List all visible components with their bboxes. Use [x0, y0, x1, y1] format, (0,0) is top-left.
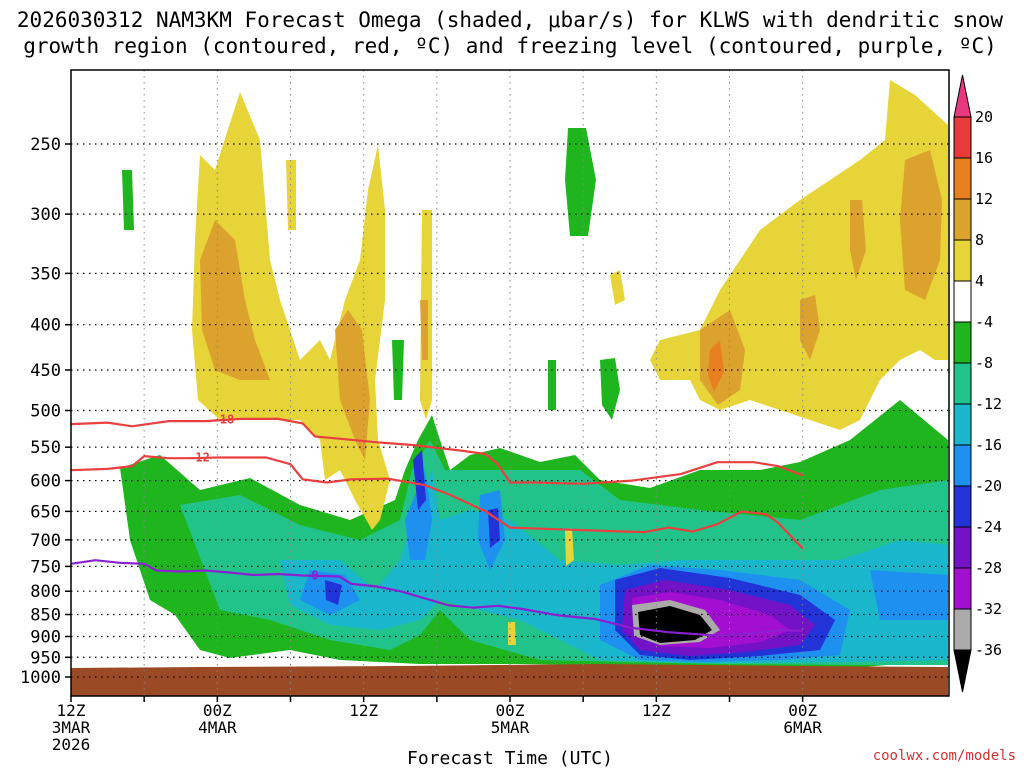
contour-lines: -18 -12 0	[71, 413, 804, 637]
colorbar-label-12: -32	[975, 600, 1002, 618]
x-tick-label-0-2: 2026	[52, 735, 91, 754]
colorbar-label-3: 8	[975, 231, 984, 249]
y-tick-label-1000: 1000	[20, 668, 61, 688]
colorbar-swatch-3	[953, 198, 972, 241]
y-tick-label-250: 250	[30, 135, 61, 155]
colorbar-label-10: -24	[975, 518, 1002, 536]
x-tick-label-60-1: 6MAR	[783, 718, 822, 737]
omega-plus4-small-cell2	[610, 270, 625, 305]
colorbar-swatch-8	[953, 403, 972, 446]
colorbar-swatch-13	[953, 608, 972, 651]
y-tick-label-650: 650	[30, 502, 61, 522]
y-tick-label-850: 850	[30, 606, 61, 626]
y-tick-label-550: 550	[30, 438, 61, 458]
dgz-minus-18	[71, 417, 804, 485]
x-tick-label-60-0: 00Z	[788, 701, 817, 720]
colorbar-swatch-12	[953, 567, 972, 610]
freezing-level-0-label: 0	[311, 569, 318, 583]
omega-plus8-region-right	[700, 150, 942, 405]
x-tick-label-36-0: 00Z	[496, 701, 525, 720]
grid-lines	[71, 70, 949, 696]
x-tick-label-0-0: 12Z	[57, 701, 86, 720]
colorbar-label-11: -28	[975, 559, 1002, 577]
x-tick-label-0-1: 3MAR	[52, 718, 91, 737]
omega-plus8-region-left	[200, 220, 428, 460]
colorbar-label-7: -12	[975, 395, 1002, 413]
colorbar-swatch-4	[953, 239, 972, 282]
omega-minus8-upper-region	[565, 128, 596, 236]
dgz-minus-18-label: -18	[213, 413, 235, 427]
y-tick-label-700: 700	[30, 531, 61, 551]
source-credit: coolwx.com/models	[873, 748, 1016, 764]
x-tick-label-12-1: 4MAR	[198, 718, 237, 737]
ground-surface	[71, 664, 948, 696]
colorbar-label-1: 16	[975, 149, 993, 167]
dgz-minus-12	[71, 454, 804, 550]
colorbar-label-6: -8	[975, 354, 993, 372]
dgz-minus-12-label: -12	[188, 450, 210, 464]
colorbar-label-0: 20	[975, 108, 993, 126]
omega-plus4-small-cell	[286, 160, 296, 230]
y-tick-label-800: 800	[30, 582, 61, 602]
omega-plus4-small-cell3	[565, 528, 574, 566]
colorbar-label-2: 12	[975, 190, 993, 208]
colorbar-label-9: -20	[975, 477, 1002, 495]
omega-shading	[71, 80, 948, 696]
y-tick-label-900: 900	[30, 627, 61, 647]
x-tick-label-24-0: 12Z	[349, 701, 378, 720]
colorbar: 20 16 12 8 4 -4 -8 -12 -16 -20 -24 -28 -32 -36	[953, 74, 1002, 693]
colorbar-swatch-6	[953, 321, 972, 364]
y-tick-label-600: 600	[30, 472, 61, 492]
x-tick-label-36-1: 5MAR	[491, 718, 530, 737]
colorbar-swatch-7	[953, 362, 972, 405]
omega-minus8-region-small	[392, 340, 404, 400]
colorbar-swatch-11	[953, 526, 972, 569]
colorbar-bottom-arrow	[953, 649, 972, 693]
x-tick-label-48-0: 12Z	[642, 701, 671, 720]
omega-minus8-cell3	[122, 170, 134, 230]
y-tick-label-500: 500	[30, 402, 61, 422]
x-axis-title: Forecast Time (UTC)	[407, 748, 613, 768]
y-tick-label-750: 750	[30, 557, 61, 577]
x-tick-label-12-0: 00Z	[203, 701, 232, 720]
y-tick-label-400: 400	[30, 316, 61, 336]
colorbar-top-arrow	[953, 74, 972, 118]
omega-plus4-region-left	[192, 92, 390, 530]
y-tick-label-950: 950	[30, 648, 61, 668]
y-tick-label-450: 450	[30, 361, 61, 381]
colorbar-label-5: -4	[975, 313, 993, 331]
colorbar-label-13: -36	[975, 641, 1002, 659]
chart-title-line1: 2026030312 NAM3KM Forecast Omega (shaded…	[17, 8, 1004, 32]
y-axis: 2503003504004505005506006507007508008509…	[20, 135, 71, 688]
omega-minus8-cell2	[548, 360, 556, 410]
omega-minus8-cell	[600, 358, 620, 420]
colorbar-label-8: -16	[975, 436, 1002, 454]
colorbar-swatch-10	[953, 485, 972, 528]
omega-plus4-small-cell4	[508, 622, 516, 645]
colorbar-label-4: 4	[975, 272, 984, 290]
colorbar-swatch-2	[953, 157, 972, 200]
colorbar-swatch-9	[953, 444, 972, 487]
colorbar-swatch-1	[953, 116, 972, 159]
y-tick-label-300: 300	[30, 205, 61, 225]
chart-title-line2: growth region (contoured, red, ºC) and f…	[23, 34, 997, 58]
y-tick-label-350: 350	[30, 264, 61, 284]
colorbar-swatch-5	[953, 280, 972, 323]
omega-plus12-cell	[708, 340, 724, 392]
freezing-level-0	[71, 559, 803, 637]
